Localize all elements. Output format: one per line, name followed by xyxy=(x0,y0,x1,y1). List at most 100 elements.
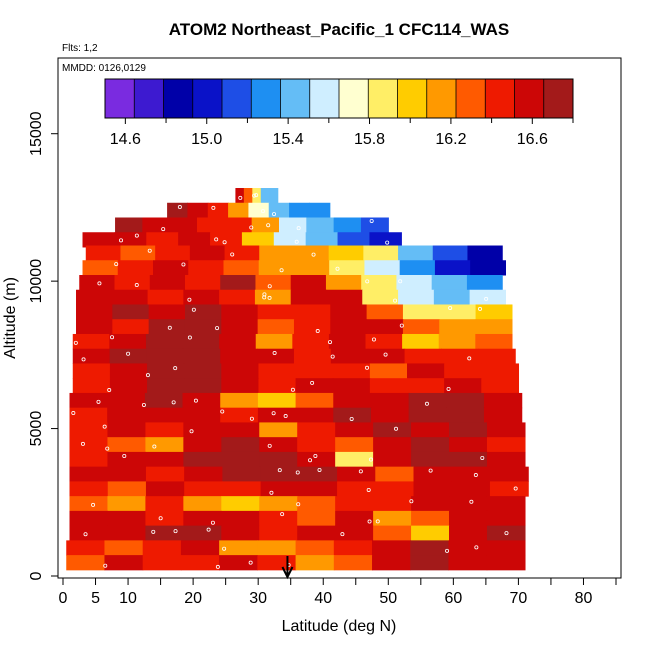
heatmap-cell xyxy=(69,392,108,409)
heatmap-cell xyxy=(309,202,331,218)
heatmap-cell xyxy=(402,304,440,320)
heatmap-cell xyxy=(183,422,222,438)
heatmap-cell xyxy=(146,348,184,364)
heatmap-cell xyxy=(475,333,513,350)
colorbar-swatch xyxy=(222,79,252,118)
heatmap-cell xyxy=(145,451,184,468)
sample-point xyxy=(467,356,472,361)
heatmap-cell xyxy=(366,319,404,335)
heatmap-cell xyxy=(373,451,412,468)
heatmap-cell xyxy=(259,510,298,527)
sample-point xyxy=(279,268,284,273)
sample-point xyxy=(73,340,78,345)
heatmap-cell xyxy=(114,275,151,291)
heatmap-cell xyxy=(466,275,503,291)
heatmap-cell xyxy=(449,496,488,512)
heatmap-cell xyxy=(220,392,259,409)
heatmap-cell xyxy=(221,319,259,335)
colorbar-swatch xyxy=(251,79,281,118)
colorbar-swatch xyxy=(514,79,545,118)
sample-point xyxy=(80,441,85,446)
sample-point xyxy=(480,455,485,460)
heatmap-cell xyxy=(221,378,260,394)
heatmap-cell xyxy=(413,481,453,497)
sample-point xyxy=(114,262,119,267)
sample-point xyxy=(368,457,373,462)
heatmap-cell xyxy=(486,496,526,512)
heatmap-cell xyxy=(413,466,453,482)
heatmap-cell xyxy=(107,466,147,482)
heatmap-cell xyxy=(370,407,410,423)
sample-point xyxy=(267,295,272,300)
sample-point xyxy=(317,467,322,472)
heatmap-cell xyxy=(448,555,488,571)
sample-point xyxy=(371,337,376,342)
heatmap-cell xyxy=(293,260,330,276)
heatmap-cell xyxy=(431,275,468,291)
heatmap-cell xyxy=(335,437,374,453)
x-tick-label: 60 xyxy=(444,590,462,607)
sample-point xyxy=(448,305,453,310)
heatmap-cell xyxy=(220,275,257,291)
heatmap-cell xyxy=(69,437,109,453)
sample-point xyxy=(445,548,450,553)
colorbar-tick-label: 16.6 xyxy=(517,131,548,148)
heatmap-cell xyxy=(184,319,222,335)
heatmap-cell xyxy=(255,275,292,291)
heatmap-cell xyxy=(235,188,245,204)
heatmap-cell xyxy=(481,378,520,394)
sample-point xyxy=(474,545,479,550)
heatmap-cell xyxy=(330,348,369,364)
sample-point xyxy=(327,340,332,345)
heatmap-cell xyxy=(297,422,336,438)
heatmap-cell xyxy=(398,245,434,261)
heatmap-cell xyxy=(222,481,262,497)
heatmap-cell xyxy=(375,481,415,497)
heatmap-cell xyxy=(221,451,260,468)
heatmap-cell xyxy=(69,422,109,438)
sample-point xyxy=(254,193,259,198)
colorbar-tick-label: 14.6 xyxy=(110,131,141,148)
heatmap-cell xyxy=(184,378,222,394)
heatmap-cell xyxy=(112,304,150,320)
heatmap-cell xyxy=(448,540,488,556)
heatmap-cell xyxy=(220,348,258,364)
heatmap-cell xyxy=(260,466,300,482)
heatmap-cell xyxy=(369,378,408,394)
sample-point xyxy=(365,365,370,370)
heatmap-cell xyxy=(362,289,399,305)
heatmap-cell xyxy=(219,289,256,305)
sample-point xyxy=(71,411,76,416)
heatmap-cell xyxy=(363,245,399,261)
heatmap-cell xyxy=(373,496,412,512)
heatmap-cell xyxy=(104,555,144,571)
heatmap-cell xyxy=(337,466,376,482)
heatmap-cell xyxy=(290,275,327,291)
heatmap-cell xyxy=(184,304,222,320)
heatmap-cell xyxy=(145,466,185,482)
colorbar-swatch xyxy=(456,79,486,118)
heatmap-cell xyxy=(293,304,331,320)
heatmap-cell xyxy=(329,260,366,276)
heatmap-cell xyxy=(257,540,297,556)
heatmap-cell xyxy=(470,260,506,276)
sample-point xyxy=(313,453,318,458)
x-tick-label: 5 xyxy=(91,590,100,607)
sample-point xyxy=(161,227,166,232)
heatmap-cell xyxy=(449,437,488,453)
heatmap-cell xyxy=(82,260,119,276)
sample-point xyxy=(220,409,225,414)
colorbar-swatch xyxy=(134,79,164,118)
sample-point xyxy=(398,279,403,284)
heatmap-cell xyxy=(107,510,147,527)
heatmap-cell xyxy=(292,333,330,350)
sample-point xyxy=(145,373,150,378)
heatmap-cell xyxy=(372,540,411,556)
heatmap-cell xyxy=(144,407,184,423)
heatmap-cell xyxy=(297,451,336,468)
heatmap-cell xyxy=(221,437,260,453)
colorbar-ticks: 14.6 15.0 15.4 15.8 16.2 16.6 xyxy=(110,118,574,148)
heatmap-cell xyxy=(184,363,222,379)
heatmap-cell xyxy=(325,275,362,291)
heatmap-cell xyxy=(295,363,334,379)
